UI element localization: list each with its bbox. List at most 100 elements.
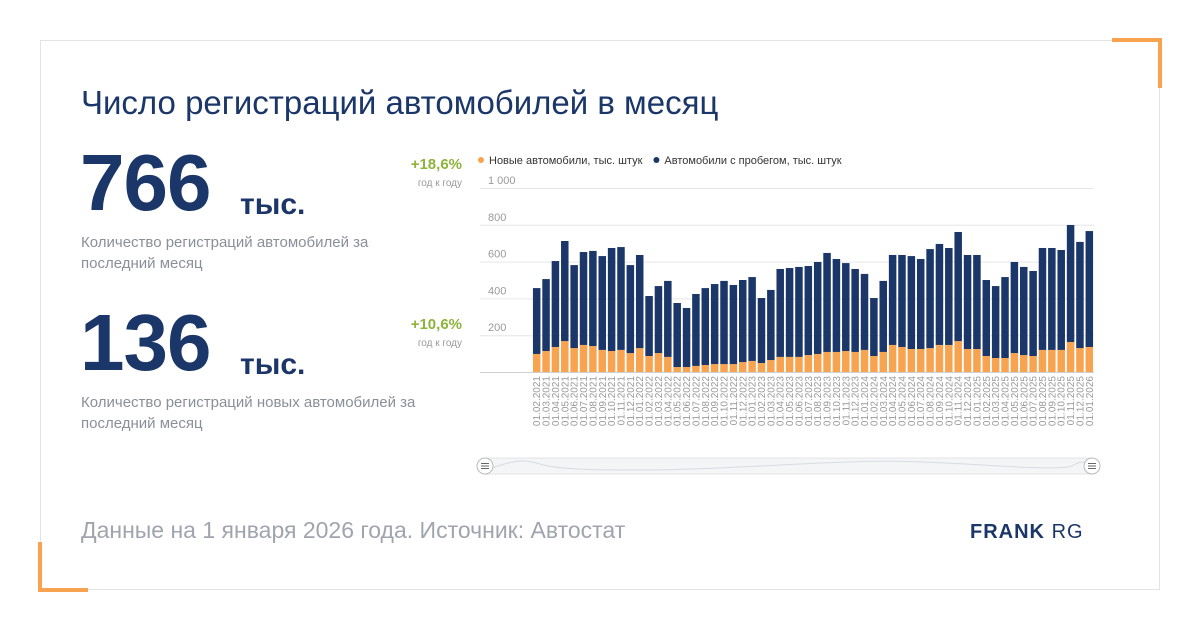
bar-segment: [945, 344, 953, 372]
x-tick-label: 01.05.2025: [1010, 376, 1021, 426]
bar-segment: [692, 293, 700, 366]
bar-segment: [710, 284, 719, 365]
title: Число регистраций автомобилей в месяц: [81, 84, 719, 121]
bar-segment: [935, 243, 944, 345]
bar-segment: [945, 247, 953, 345]
bar-segment: [645, 355, 653, 372]
bar-segment: [898, 346, 906, 372]
x-tick-label: 01.12.2023: [851, 376, 862, 426]
bar-segment: [1029, 355, 1037, 372]
bar-segment: [982, 355, 991, 372]
x-tick-label: 01.09.2024: [935, 376, 946, 426]
x-tick-label: 01.03.2025: [991, 376, 1002, 426]
bar-segment: [542, 279, 550, 352]
kpi-description: Количество регистраций автомобилей за по…: [81, 234, 369, 272]
bar-segment: [739, 280, 747, 363]
x-tick-label: 01.01.2023: [748, 376, 759, 426]
bar-segment: [561, 341, 569, 372]
bar-segment: [991, 286, 1000, 359]
bar-segment: [1076, 241, 1084, 349]
bar-segment: [635, 348, 644, 372]
bar-segment: [692, 365, 700, 372]
bar-segment: [1029, 270, 1037, 356]
bar-segment: [842, 263, 850, 352]
x-tick-label: 01.02.2021: [532, 376, 543, 426]
bar-segment: [729, 284, 738, 365]
bar-segment: [851, 268, 859, 352]
bar-segment: [785, 268, 794, 357]
bar-segment: [739, 362, 747, 372]
bar-segment: [626, 265, 635, 354]
bar-segment: [664, 356, 672, 372]
x-tick-label: 01.07.2022: [691, 376, 702, 426]
bar-segment: [673, 367, 681, 372]
x-tick-label: 01.10.2023: [832, 376, 843, 426]
y-tick-label: 800: [488, 212, 506, 224]
bar-segment: [551, 261, 560, 347]
bar-segment: [767, 289, 775, 361]
bar-segment: [570, 265, 578, 349]
bar-segment: [832, 351, 841, 372]
x-tick-label: 01.05.2024: [897, 376, 908, 426]
bar-segment: [870, 355, 878, 372]
x-tick-label: 01.08.2021: [588, 376, 599, 426]
bar-segment: [579, 252, 588, 345]
bar-segment: [767, 360, 775, 372]
bar-segment: [579, 344, 588, 372]
bar-segment: [888, 344, 897, 372]
bar-segment: [898, 254, 906, 347]
bar-segment: [870, 298, 878, 356]
bar-segment: [795, 356, 803, 372]
x-tick-label: 01.03.2021: [542, 376, 553, 426]
scrollbar[interactable]: [476, 457, 1101, 475]
x-tick-label: 01.03.2023: [766, 376, 777, 426]
bar-segment: [748, 360, 756, 372]
bar-segment: [551, 346, 560, 372]
x-tick-label: 01.06.2022: [682, 376, 693, 426]
bar-segment: [720, 280, 728, 365]
grip-icon: [1088, 463, 1096, 469]
bar-segment: [926, 348, 934, 372]
bar-segment: [813, 353, 822, 372]
x-tick-label: 01.03.2024: [879, 376, 890, 426]
logo: FRANK RG: [970, 521, 1084, 544]
x-tick-label: 01.11.2024: [954, 376, 965, 426]
x-tick-label: 01.11.2023: [841, 376, 852, 426]
bar-segment: [776, 268, 784, 357]
bar-segment: [589, 250, 597, 347]
bar-segment: [954, 341, 962, 372]
legend-marker: [478, 157, 484, 163]
bar-segment: [954, 231, 962, 342]
bar-segment: [926, 249, 934, 349]
bar-segment: [710, 364, 719, 372]
bar-segment: [832, 259, 841, 352]
bar-segment: [617, 247, 625, 350]
kpi-value: 766: [80, 138, 211, 227]
corner: [1112, 38, 1162, 88]
bar-segment: [1076, 348, 1084, 372]
bar-segment: [907, 349, 916, 372]
legend-label: Новые автомобили, тыс. штук: [489, 155, 643, 167]
x-tick-label: 01.12.2025: [1075, 376, 1086, 426]
x-tick-label: 01.07.2021: [579, 376, 590, 426]
bar-segment: [757, 298, 766, 363]
x-tick-label: 01.06.2025: [1019, 376, 1030, 426]
x-tick-label: 01.04.2024: [888, 376, 899, 426]
bar-segment: [1048, 247, 1056, 350]
bar-segment: [532, 288, 541, 354]
bar-segment: [1010, 261, 1019, 354]
bar-segment: [813, 261, 822, 354]
bar-segment: [963, 349, 972, 372]
x-tick-label: 01.10.2025: [1057, 376, 1068, 426]
corner: [38, 542, 88, 592]
bar-segment: [682, 307, 691, 368]
bar-segment: [701, 365, 710, 372]
bar-segment: [860, 273, 869, 350]
bar-segment: [982, 280, 991, 356]
bar-segment: [542, 351, 550, 372]
x-tick-label: 01.09.2021: [598, 376, 609, 426]
bar-segment: [1001, 277, 1009, 359]
bar-segment: [664, 280, 672, 357]
x-tick-label: 01.06.2024: [907, 376, 918, 426]
card-border: [40, 40, 1160, 590]
